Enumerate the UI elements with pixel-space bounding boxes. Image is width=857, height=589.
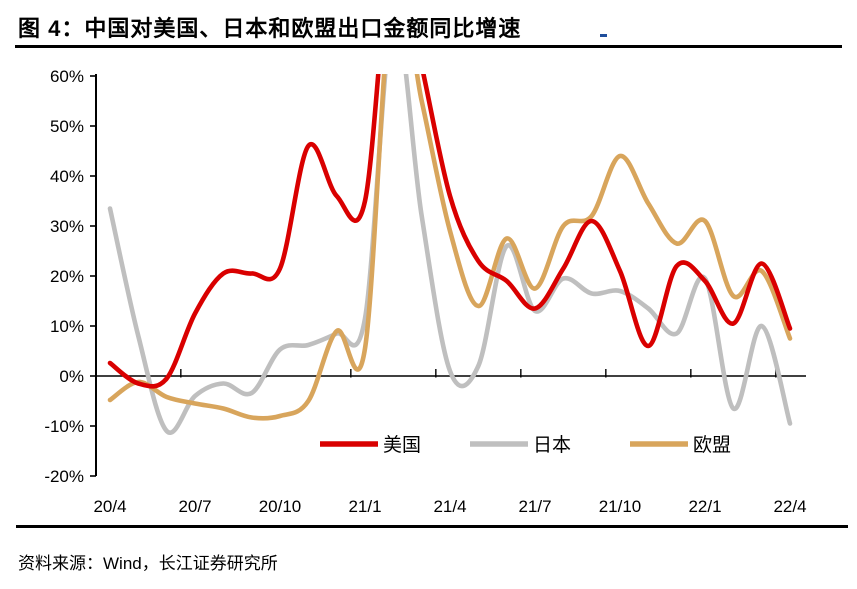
title-rule xyxy=(15,45,842,48)
figure-bottom-rule xyxy=(16,525,848,528)
series-line-日本 xyxy=(107,74,793,435)
y-tick-label: -10% xyxy=(44,417,84,436)
series-line-美国 xyxy=(107,74,793,389)
y-tick-label: 0% xyxy=(59,367,84,386)
y-tick-label: 10% xyxy=(50,317,84,336)
y-tick-label: 30% xyxy=(50,217,84,236)
x-tick-label: 21/10 xyxy=(599,497,642,516)
y-tick-label: 50% xyxy=(50,117,84,136)
title-footnote-mark xyxy=(600,34,607,37)
x-tick-label: 20/10 xyxy=(259,497,302,516)
x-tick-label: 21/7 xyxy=(518,497,551,516)
source-line: 资料来源：Wind，长江证券研究所 xyxy=(18,554,278,573)
series-line-欧盟 xyxy=(107,74,793,421)
y-tick-label: 60% xyxy=(50,67,84,86)
legend-label-日本: 日本 xyxy=(533,434,571,456)
x-tick-label: 22/4 xyxy=(773,497,806,516)
x-tick-label: 20/7 xyxy=(178,497,211,516)
figure-title: 图 4：中国对美国、日本和欧盟出口金额同比增速 xyxy=(18,16,522,41)
x-tick-label: 21/4 xyxy=(433,497,466,516)
y-tick-label: 20% xyxy=(50,267,84,286)
y-tick-label: 40% xyxy=(50,167,84,186)
x-tick-label: 20/4 xyxy=(93,497,126,516)
x-tick-label: 21/1 xyxy=(348,497,381,516)
legend-label-美国: 美国 xyxy=(383,434,421,456)
y-tick-label: -20% xyxy=(44,467,84,486)
x-tick-label: 22/1 xyxy=(688,497,721,516)
legend-label-欧盟: 欧盟 xyxy=(693,434,731,456)
